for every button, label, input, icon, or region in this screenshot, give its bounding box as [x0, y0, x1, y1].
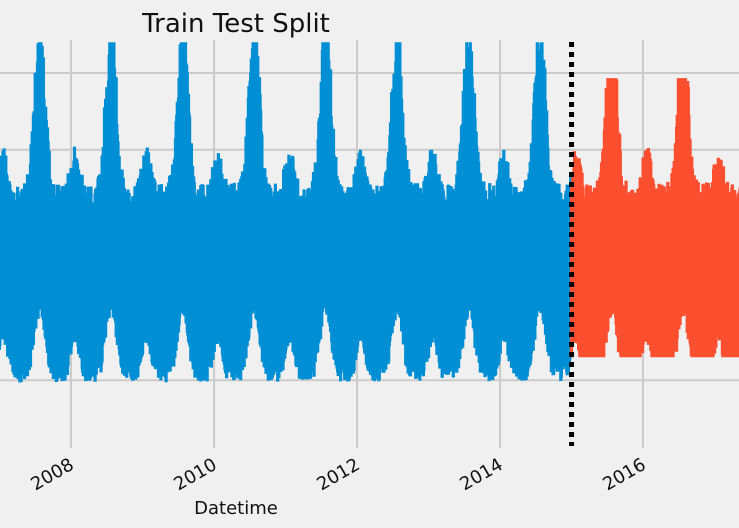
x-tick-label: 2010 [170, 454, 220, 495]
x-tick-label: 2008 [27, 454, 77, 495]
x-tick-label: 2016 [599, 454, 649, 495]
x-tick-label: 2012 [313, 454, 363, 495]
x-tick-label: 2014 [456, 454, 506, 495]
chart-title: Train Test Split [141, 9, 330, 39]
x-axis-label: Datetime [194, 498, 278, 519]
series-test [569, 78, 739, 358]
series-train [0, 42, 573, 383]
